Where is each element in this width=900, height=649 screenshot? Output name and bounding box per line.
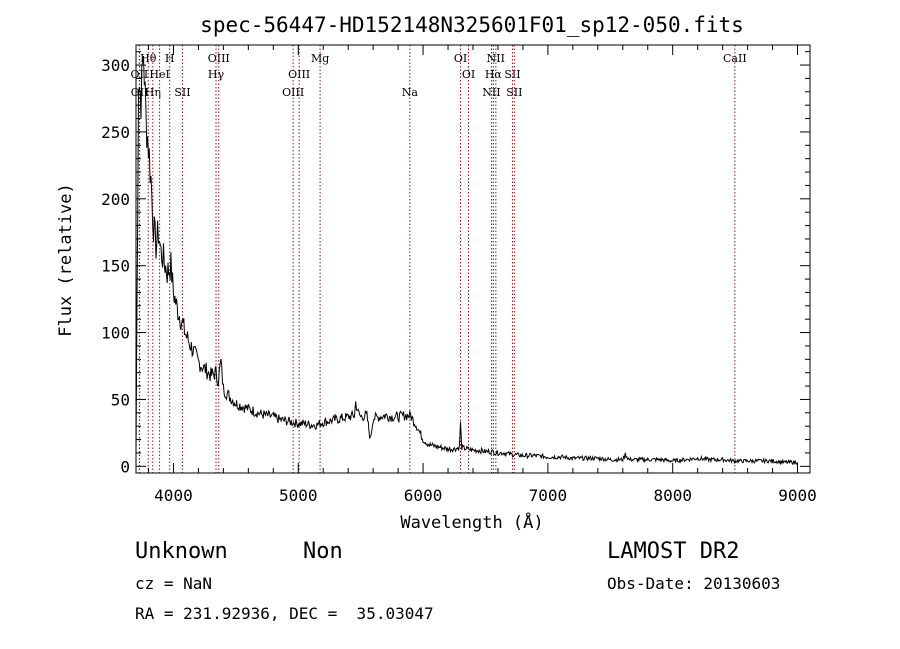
line-marker-label: SII: [174, 86, 190, 99]
y-tick-label: 50: [111, 390, 130, 409]
y-tick-label: 250: [101, 123, 130, 142]
y-tick-label: 0: [120, 457, 130, 476]
observation-date: Obs-Date: 20130603: [607, 574, 781, 593]
line-marker-label: OIII: [288, 68, 310, 81]
object-subclass: Non: [303, 539, 343, 564]
spectrum-line: [135, 55, 798, 466]
y-tick-label: 300: [101, 56, 130, 75]
line-marker-label: SII: [506, 86, 522, 99]
y-tick-label: 150: [101, 257, 130, 276]
y-axis: 0 50 100 150 200 250 300: [101, 51, 810, 476]
line-marker-label: Mg: [311, 52, 329, 65]
chart-title: spec-56447-HD152148N325601F01_sp12-050.f…: [200, 13, 744, 37]
emission-line-markers: OIIOIIHθHηHeIHSIIOIIIHγOIIIOIIIMgNaOIOIN…: [131, 45, 747, 473]
line-marker-label: OI: [454, 52, 467, 65]
x-tick-label: 5000: [279, 486, 318, 505]
line-marker-label: Na: [402, 86, 419, 99]
redshift-cz: cz = NaN: [135, 574, 213, 593]
line-marker-label: H: [165, 52, 175, 65]
line-marker-label: Hθ: [140, 52, 157, 65]
object-class: Unknown: [135, 539, 228, 564]
y-tick-label: 100: [101, 324, 130, 343]
x-tick-label: 7000: [529, 486, 568, 505]
spectrum-trace: [135, 55, 798, 466]
survey-name: LAMOST DR2: [607, 539, 740, 564]
line-marker-label: NII: [482, 86, 500, 99]
line-marker-label: Hη: [145, 86, 161, 99]
y-axis-label: Flux (relative): [56, 183, 76, 337]
x-tick-label: 6000: [404, 486, 443, 505]
line-marker-label: NII: [487, 52, 505, 65]
line-marker-label: Hα: [485, 68, 503, 81]
x-tick-label: 9000: [778, 486, 817, 505]
x-axis: 4000 5000 6000 7000 8000 9000: [147, 45, 817, 505]
x-tick-label: 8000: [653, 486, 692, 505]
x-axis-label: Wavelength (Å): [400, 511, 543, 533]
line-marker-label: OIII: [208, 52, 230, 65]
line-marker-label: SII: [504, 68, 520, 81]
coordinates: RA = 231.92936, DEC = 35.03047: [135, 604, 434, 623]
line-marker-label: Hγ: [208, 68, 225, 81]
line-marker-label: OI: [462, 68, 475, 81]
line-marker-label: OIII: [282, 86, 304, 99]
y-tick-label: 200: [101, 190, 130, 209]
line-marker-label: OII: [131, 86, 149, 99]
line-marker-label: CaII: [723, 52, 747, 65]
x-tick-label: 4000: [154, 486, 193, 505]
line-marker-label: HeI: [149, 68, 169, 81]
